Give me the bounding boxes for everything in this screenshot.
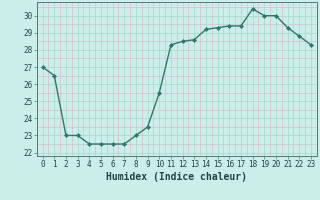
X-axis label: Humidex (Indice chaleur): Humidex (Indice chaleur): [106, 172, 247, 182]
